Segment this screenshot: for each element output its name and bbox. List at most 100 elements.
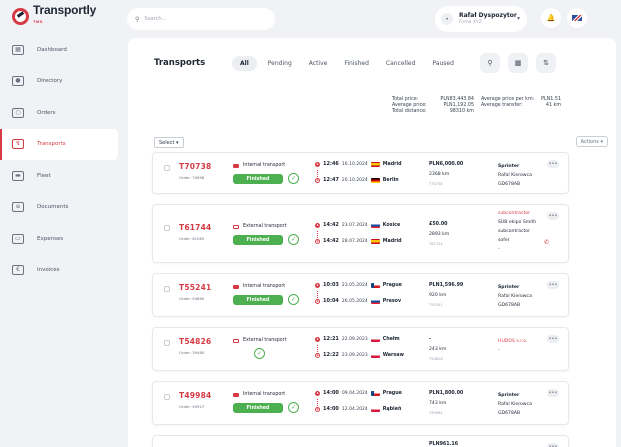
search-button[interactable]: ⚲ [480,53,500,73]
transport-type: Internal transport [233,163,285,168]
tab-paused[interactable]: Paused [432,60,454,67]
status-badge: Finished [233,295,283,305]
truck-icon [233,338,239,343]
pin-icon: 2 [315,177,320,183]
sort-button[interactable]: ⇅ [536,53,556,73]
more-options-button[interactable]: ••• [547,160,559,168]
price: PLN1,596.99 [429,283,464,288]
search-placeholder: Search... [144,16,167,22]
driver-name: Rafal Kierowca [498,402,532,407]
transport-number[interactable]: T55241 [179,283,212,292]
distance: 243 km [429,347,447,352]
sidebar-item-dashboard[interactable]: ▦ Dashboard [0,34,120,66]
tab-cancelled[interactable]: Cancelled [385,60,416,67]
select-label: Select [159,139,175,146]
sidebar-item-documents[interactable]: ≡ Documents [0,192,120,224]
sidebar-item-directory[interactable]: ● Directory [0,66,120,98]
check-circle-icon: ✓ [288,234,299,245]
row-checkbox[interactable] [164,165,170,171]
plate-number: GD678AB [498,411,521,416]
status-tabs: All Pending Active Finished Cancelled Pa… [232,56,460,71]
transport-card[interactable]: PLN961.16 ••• [152,435,569,447]
more-options-button[interactable]: ••• [547,389,559,397]
language-button[interactable] [567,8,587,28]
delivery-date: 20.10.2024 [341,177,368,183]
tab-all[interactable]: All [232,56,257,71]
transport-card[interactable]: T49984 Order: 49927 Internal transport F… [152,381,569,425]
delivery-date: 12.04.2024 [341,406,368,412]
pickup-city: Chełm [382,336,400,342]
transport-card[interactable]: T54826 Order: 39460 External transport ✓… [152,327,569,371]
tab-active[interactable]: Active [308,60,328,67]
sidebar-item-label: Transports [37,141,66,148]
order-number: Order: 54660 [179,296,205,301]
check-circle-icon: ✓ [254,348,265,359]
transport-card[interactable]: T70738 Order: 70698 Internal transport F… [152,152,569,194]
sidebar-item-label: Directory [37,78,63,85]
app-logo[interactable]: Transportly TMS [12,3,97,27]
carrier-name: HUDOS s.r.o. [498,339,528,344]
export-button[interactable]: ▩ [508,53,528,73]
sidebar-item-fleet[interactable]: ▬ Fleet [0,160,120,192]
delivery-city: Presov [382,298,402,304]
row-checkbox[interactable] [164,286,170,292]
phone-icon[interactable]: ✆ [544,239,550,246]
sort-icon: ⇅ [543,59,549,67]
uk-flag-icon [572,15,582,21]
route-line [317,345,318,352]
sidebar-item-expenses[interactable]: ▭ Expenses [0,223,120,255]
carrier-name: SUB ekipo Smith [498,220,537,225]
pickup-stop: 1 12:46 16.10.2024 Madrid [315,161,402,167]
total-price-label: Total price: [392,97,419,102]
pickup-time: 14:00 [323,390,339,396]
select-dropdown[interactable]: Select ▾ [154,137,184,148]
more-options-button[interactable]: ••• [547,212,559,220]
row-checkbox[interactable] [164,225,170,231]
more-options-button[interactable]: ••• [547,281,559,289]
pin-icon: 2 [315,406,320,412]
transport-card[interactable]: T55241 Order: 54660 Internal transport F… [152,273,569,317]
transport-card[interactable]: T61744 Order: 61085 External transport F… [152,204,569,263]
row-checkbox[interactable] [164,394,170,400]
pickup-city: Prague [382,282,402,288]
delivery-stop: 2 14:42 28.07.2024 Madrid [315,238,402,244]
check-circle-icon: ✓ [288,173,299,184]
truck-icon [233,163,239,168]
sidebar-item-transports[interactable]: ↯ Transports [0,128,118,160]
vehicle-info: Sprinter Rafal Kierowca GD678AB [498,283,532,310]
transport-id: T55241 [429,303,443,307]
truck-icon [233,224,239,229]
delivery-date: 26.05.2024 [341,298,368,304]
avg-price-per-km-label: Average price per km: [481,97,535,102]
more-options-button[interactable]: ••• [547,443,559,447]
user-menu[interactable]: • Rafał Dyspozytor Firma XYZ ▾ [435,6,527,32]
actions-dropdown[interactable]: Actions ▾ [575,136,608,147]
transport-number[interactable]: T54826 [179,337,212,346]
avg-price-per-km-value: PLN1.51 [541,97,561,102]
delivery-date: 23.09.2023 [341,352,368,358]
distance: 743 km [429,401,447,406]
notifications-button[interactable]: 🔔 [541,8,561,28]
tab-finished[interactable]: Finished [344,60,369,67]
sidebar-item-invoices[interactable]: € Invoices [0,255,120,287]
transport-number[interactable]: T70738 [179,162,212,171]
pickup-date: 23.05.2024 [341,282,368,288]
more-options-button[interactable]: ••• [547,335,559,343]
transport-number[interactable]: T61744 [179,223,212,232]
transport-type: Internal transport [233,284,285,289]
row-checkbox[interactable] [164,340,170,346]
app-name: Transportly [33,3,97,17]
transport-number[interactable]: T49984 [179,391,212,400]
pin-icon: 2 [315,238,320,244]
carrier-type: subcontractor [498,211,530,216]
sidebar-item-orders[interactable]: ○ Orders [0,97,120,129]
search-input[interactable]: ⚲ Search... [127,8,275,30]
route-line [317,231,318,238]
pickup-stop: 1 12:21 22.09.2023 Chełm [315,336,400,342]
chevron-down-icon: ▾ [176,139,179,146]
route-line [317,291,318,298]
pickup-date: 16.10.2024 [341,161,368,167]
status-badge: Finished [233,235,283,245]
tab-pending[interactable]: Pending [267,60,292,67]
route-icon: ↯ [12,139,24,150]
